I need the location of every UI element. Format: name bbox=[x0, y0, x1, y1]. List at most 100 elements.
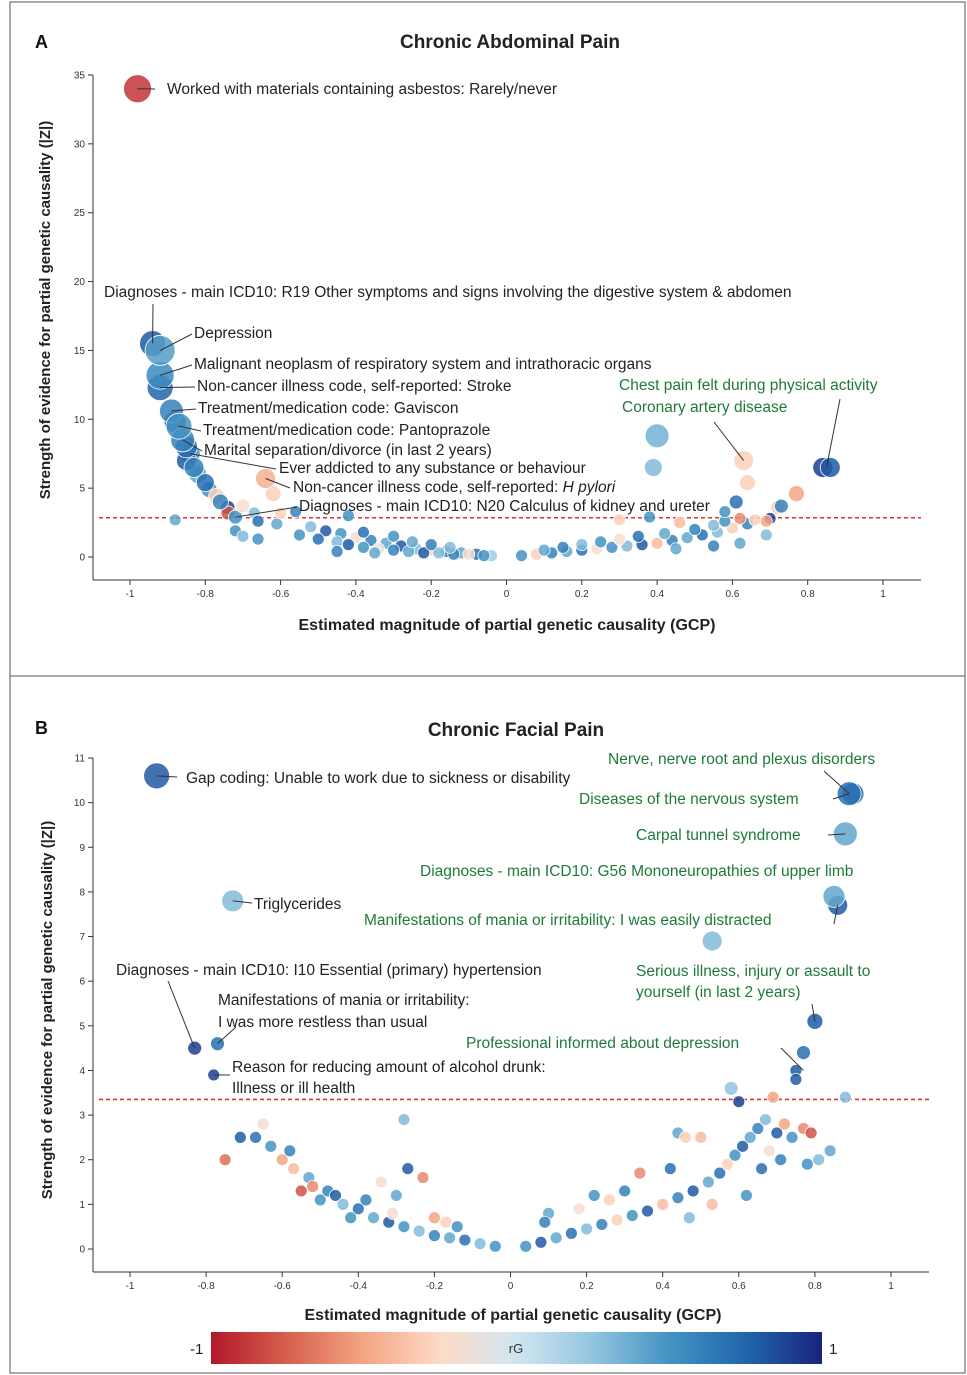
data-point bbox=[357, 525, 370, 539]
data-point bbox=[351, 1202, 365, 1216]
data-point bbox=[773, 498, 789, 514]
y-tick-label: 0 bbox=[79, 1245, 85, 1256]
panel-a-letter: A bbox=[35, 32, 48, 52]
data-point bbox=[643, 458, 663, 477]
data-point bbox=[718, 505, 732, 518]
data-point bbox=[458, 1233, 472, 1247]
annotation-label: Non-cancer illness code, self-reported: … bbox=[197, 378, 511, 395]
data-point bbox=[387, 543, 400, 557]
data-point bbox=[633, 1166, 647, 1180]
x-tick-label: -0.4 bbox=[347, 589, 365, 600]
data-point bbox=[275, 1153, 289, 1167]
y-tick-label: 10 bbox=[74, 415, 86, 426]
data-point bbox=[707, 518, 720, 532]
annotation-label: Manifestations of mania or irritability: bbox=[218, 992, 470, 1009]
annotation-leader-line bbox=[823, 770, 850, 795]
annotation-label: Worked with materials containing asbesto… bbox=[167, 81, 557, 98]
y-tick-label: 25 bbox=[74, 208, 86, 219]
data-point bbox=[625, 1209, 639, 1222]
colorbar-gradient bbox=[211, 1332, 822, 1364]
data-point bbox=[270, 517, 284, 531]
panel-b-ylabel: Strength of evidence for partial genetic… bbox=[39, 821, 56, 1199]
data-point bbox=[537, 543, 551, 557]
data-point bbox=[682, 1211, 696, 1225]
y-tick-label: 9 bbox=[79, 843, 85, 854]
data-point bbox=[694, 1131, 708, 1144]
data-point bbox=[462, 547, 476, 561]
data-point bbox=[822, 884, 846, 908]
annotation-leader-line bbox=[235, 506, 298, 518]
panel-a-xlabel: Estimated magnitude of partial genetic c… bbox=[299, 617, 716, 634]
data-point bbox=[720, 1157, 734, 1171]
panel-a-ticks: -1 -0.8 -0.6 -0.4 -0.2 0 0.2 0.4 0.6 0.8 105101520… bbox=[74, 71, 921, 600]
annotation-label: yourself (in last 2 years) bbox=[636, 984, 801, 1001]
panel-a-ylabel: Strength of evidence for partial genetic… bbox=[37, 121, 54, 499]
data-point bbox=[195, 473, 215, 493]
data-point bbox=[819, 457, 841, 478]
annotation-leader-line bbox=[159, 333, 193, 351]
data-point bbox=[427, 1211, 441, 1225]
data-point bbox=[759, 514, 773, 528]
data-point bbox=[733, 536, 747, 550]
annotation-leader-line bbox=[833, 905, 839, 925]
data-point bbox=[367, 1211, 380, 1225]
colorbar-min-label: -1 bbox=[190, 1341, 203, 1358]
data-point bbox=[289, 505, 303, 518]
data-point bbox=[594, 535, 608, 549]
panel-a-title: Chronic Abdominal Pain bbox=[400, 32, 620, 53]
data-point bbox=[723, 1080, 739, 1096]
x-tick-label: -0.2 bbox=[426, 1281, 444, 1292]
y-tick-label: 1 bbox=[79, 1200, 85, 1211]
data-point bbox=[774, 1153, 788, 1167]
data-point bbox=[564, 1226, 578, 1240]
x-tick-label: -0.8 bbox=[197, 589, 215, 600]
data-point bbox=[256, 1117, 270, 1131]
x-tick-label: 0.4 bbox=[656, 1281, 670, 1292]
data-point bbox=[812, 1153, 826, 1167]
annotation-leader-line bbox=[780, 1047, 804, 1071]
y-tick-label: 7 bbox=[79, 932, 85, 943]
x-tick-label: -0.8 bbox=[197, 1281, 215, 1292]
data-point bbox=[341, 538, 355, 552]
data-point bbox=[800, 1157, 814, 1171]
colorbar-title: rG bbox=[509, 1341, 523, 1356]
y-tick-label: 30 bbox=[74, 139, 86, 150]
data-point bbox=[283, 1144, 297, 1158]
data-point bbox=[168, 513, 182, 527]
annotation-leader-line bbox=[826, 398, 841, 468]
panel-b-letter: B bbox=[35, 718, 48, 738]
data-point bbox=[743, 1131, 757, 1144]
data-point bbox=[556, 540, 570, 554]
data-point bbox=[688, 523, 702, 536]
data-point bbox=[330, 545, 344, 558]
data-point bbox=[249, 1131, 262, 1144]
data-point bbox=[424, 538, 438, 552]
data-point bbox=[515, 549, 528, 563]
data-point bbox=[669, 542, 683, 556]
annotation-label: Depression bbox=[194, 325, 272, 342]
x-tick-label: 0.2 bbox=[575, 589, 589, 600]
data-point bbox=[785, 1131, 799, 1144]
data-point bbox=[304, 520, 318, 534]
data-point bbox=[439, 1215, 453, 1229]
annotation-label: Ever addicted to any substance or behavi… bbox=[279, 460, 586, 477]
data-point bbox=[294, 1184, 308, 1198]
data-point bbox=[728, 494, 744, 510]
annotation-leader-line bbox=[713, 421, 745, 461]
annotation-label: Diagnoses - main ICD10: I10 Essential (p… bbox=[116, 962, 542, 979]
data-point bbox=[580, 1222, 593, 1236]
data-point bbox=[733, 512, 747, 525]
annotation-label: Serious illness, injury or assault to bbox=[636, 963, 870, 980]
annotation-label: Carpal tunnel syndrome bbox=[636, 827, 801, 844]
data-point bbox=[519, 1239, 533, 1253]
x-tick-label: 0.6 bbox=[725, 589, 739, 600]
annotation-leader-line bbox=[160, 386, 196, 389]
data-point bbox=[235, 498, 251, 514]
data-point bbox=[311, 532, 325, 546]
x-tick-label: -0.6 bbox=[274, 1281, 292, 1292]
data-point bbox=[679, 1131, 692, 1144]
x-tick-label: -1 bbox=[126, 1281, 135, 1292]
data-point bbox=[736, 1139, 750, 1153]
data-point bbox=[644, 423, 670, 449]
annotation-leader-line bbox=[178, 425, 202, 432]
